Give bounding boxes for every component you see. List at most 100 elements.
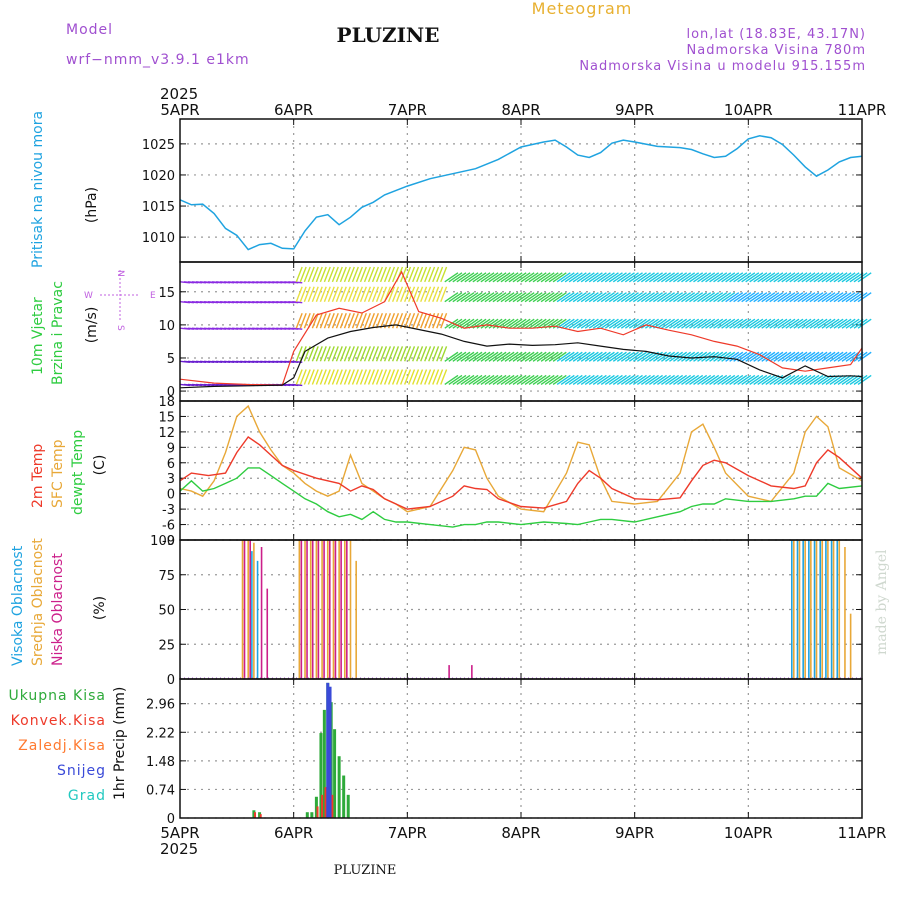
ytick-label: 50 xyxy=(158,604,175,619)
t2m-line xyxy=(179,436,863,510)
ytick-label: 0 xyxy=(167,812,175,827)
wind-barb xyxy=(536,318,551,329)
wind-barb xyxy=(821,318,836,329)
wind-axis-title-1: 10m Vjetar xyxy=(30,297,46,375)
wind-barb xyxy=(636,272,651,283)
wind-barb xyxy=(741,374,756,386)
wind-barb xyxy=(761,292,776,303)
wind-barb xyxy=(311,313,319,329)
wind-barb xyxy=(484,374,499,386)
wind-speed-line xyxy=(179,324,863,389)
model-label: Model xyxy=(66,22,113,38)
legend-conv-rain: Konvek.Kisa xyxy=(11,713,106,729)
wind-barb xyxy=(652,351,667,362)
wind-barb xyxy=(809,272,824,283)
wind-barb xyxy=(765,374,780,386)
wind-barb xyxy=(584,272,599,283)
wind-barb xyxy=(432,313,440,329)
wind-barb xyxy=(705,318,720,329)
wind-barb xyxy=(789,374,804,386)
xtick-label-top: 6APR xyxy=(274,101,313,119)
wind-barb xyxy=(669,272,684,283)
wind-barb xyxy=(813,318,828,329)
wind-barb xyxy=(761,351,776,362)
wind-barb xyxy=(636,318,651,329)
wind-barb xyxy=(677,374,692,386)
wind-barb xyxy=(480,292,495,303)
wind-barb xyxy=(576,351,591,362)
wind-barb xyxy=(801,374,816,386)
wind-barb xyxy=(548,351,563,362)
wind-barb xyxy=(657,272,672,283)
wind-barb xyxy=(608,374,623,386)
year-label-bottom: 2025 xyxy=(160,840,198,858)
wind-barb xyxy=(391,266,400,283)
xtick-label-top: 7APR xyxy=(388,101,427,119)
wind-barb xyxy=(584,292,599,303)
wind-barb xyxy=(797,292,812,303)
wind-barb xyxy=(432,369,440,385)
wind-barb xyxy=(616,272,631,283)
wind-barb xyxy=(516,292,531,303)
wind-barb xyxy=(805,272,820,283)
wind-barb xyxy=(713,272,728,283)
wind-barb xyxy=(476,318,491,329)
wind-compass-icon: N W E S xyxy=(84,270,156,331)
wind-barb xyxy=(745,374,760,386)
wind-barb xyxy=(540,292,555,303)
wind-barb xyxy=(468,374,483,386)
precip-bar xyxy=(314,796,318,818)
wind-barb xyxy=(512,272,527,283)
wind-barb xyxy=(665,292,680,303)
wind-barb xyxy=(367,313,376,329)
wind-barb xyxy=(560,292,575,303)
wind-barb xyxy=(359,346,367,362)
wind-barb xyxy=(845,318,860,329)
wind-barb xyxy=(448,318,463,329)
wind-barb xyxy=(412,369,420,385)
cloud-high-axis-title: Visoka Oblacnost xyxy=(10,545,26,666)
wind-barb xyxy=(436,346,444,362)
wind-barb xyxy=(359,369,367,385)
wind-barb xyxy=(528,374,543,386)
wind-barb xyxy=(833,292,848,303)
ytick-label: 6 xyxy=(167,457,175,472)
wind-barb xyxy=(853,272,868,283)
wind-barb xyxy=(524,318,539,329)
wind-barb xyxy=(781,272,796,283)
wind-barb xyxy=(496,351,511,362)
wind-barb xyxy=(568,272,583,283)
wind-barb xyxy=(689,351,704,362)
wind-barb xyxy=(476,374,491,386)
wind-barb xyxy=(741,351,756,362)
wind-barb xyxy=(568,292,583,303)
wind-barb xyxy=(528,272,543,283)
wind-barb xyxy=(689,374,704,386)
ytick-label: 1020 xyxy=(142,169,175,184)
wind-barb xyxy=(448,351,463,362)
ytick-label: -9 xyxy=(162,534,175,549)
wind-barb xyxy=(697,318,712,329)
wind-barb xyxy=(600,351,615,362)
precip-bar xyxy=(254,812,257,818)
wind-barb xyxy=(520,351,535,362)
wind-barb xyxy=(319,313,327,329)
wind-barb xyxy=(853,351,868,362)
wind-barb xyxy=(729,374,744,386)
wind-barb xyxy=(416,266,424,283)
wind-barb xyxy=(845,272,860,283)
cloud-unit: (%) xyxy=(92,596,108,620)
wind-barb xyxy=(673,374,688,386)
wind-barb xyxy=(652,292,667,303)
wind-barb xyxy=(331,369,339,385)
wind-barb xyxy=(709,292,724,303)
credit-text: made by Angel xyxy=(874,549,890,655)
wind-barb xyxy=(600,272,615,283)
wind-barb xyxy=(620,292,635,303)
wind-barb xyxy=(689,318,704,329)
wind-barb xyxy=(673,292,688,303)
wind-barb xyxy=(825,272,840,283)
wind-barb xyxy=(488,272,503,283)
wind-barb xyxy=(701,272,716,283)
wind-barb xyxy=(416,369,424,385)
